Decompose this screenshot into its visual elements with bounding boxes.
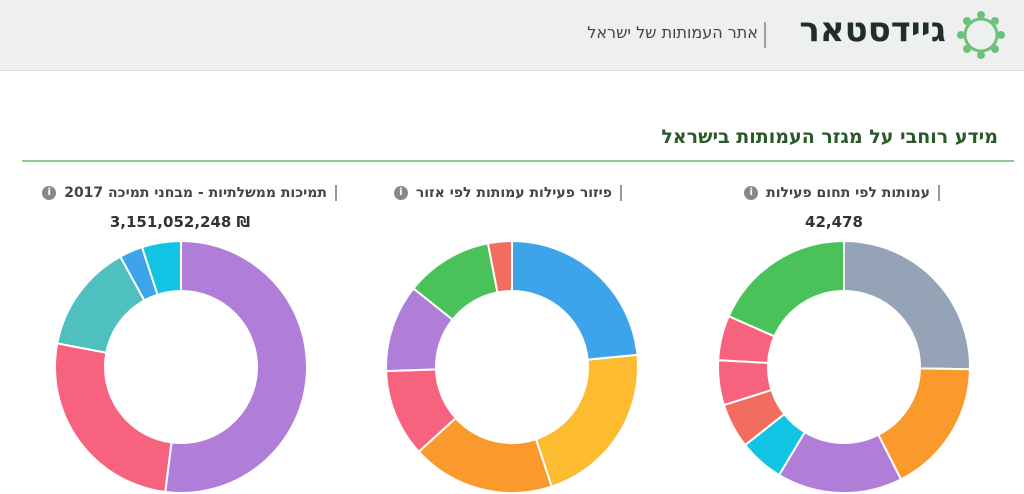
chart-1-heading: עמותות לפי תחום פעילות i bbox=[744, 182, 940, 204]
donut-slice[interactable] bbox=[727, 240, 845, 338]
donut-slice[interactable] bbox=[140, 240, 182, 296]
chart-3-donut bbox=[54, 240, 308, 494]
info-icon[interactable]: i bbox=[42, 186, 57, 200]
chart-2-title: פיזור פעילות עמותות לפי אזור bbox=[415, 185, 612, 201]
heading-bar bbox=[335, 185, 337, 201]
chart-2-heading: פיזור פעילות עמותות לפי אזור i bbox=[393, 182, 622, 204]
site-header: גיידסטאר אתר העמותות של ישראל bbox=[0, 0, 1024, 71]
logo-text[interactable]: גיידסטאר bbox=[799, 10, 946, 50]
header-tagline: אתר העמותות של ישראל bbox=[587, 23, 758, 42]
guidestar-logo-icon[interactable] bbox=[954, 8, 1008, 62]
info-icon[interactable]: i bbox=[744, 186, 759, 200]
info-icon[interactable]: i bbox=[393, 186, 408, 200]
chart-2-donut bbox=[385, 240, 639, 494]
chart-1-donut bbox=[717, 240, 971, 494]
donut-slice[interactable] bbox=[486, 240, 513, 294]
section-title: מידע רוחבי על מגזר העמותות בישראל bbox=[661, 126, 998, 148]
donut-slice[interactable] bbox=[534, 353, 639, 488]
donut-slice[interactable] bbox=[511, 240, 639, 361]
donut-slice[interactable] bbox=[54, 342, 173, 494]
donut-slice[interactable] bbox=[164, 240, 308, 494]
donut-slice[interactable] bbox=[843, 240, 971, 371]
chart-1-total: 42,478 bbox=[805, 213, 863, 231]
section-divider bbox=[22, 160, 1014, 162]
chart-3-title: תמיכות ממשלתיות - מבחני תמיכה 2017 bbox=[64, 185, 327, 201]
chart-3-heading: תמיכות ממשלתיות - מבחני תמיכה 2017 i bbox=[42, 182, 337, 204]
chart-1-title: עמותות לפי תחום פעילות bbox=[766, 185, 930, 201]
header-separator bbox=[764, 22, 766, 48]
heading-bar bbox=[938, 185, 940, 201]
chart-3-total: 3,151,052,248 ₪ bbox=[109, 213, 251, 231]
heading-bar bbox=[620, 185, 622, 201]
